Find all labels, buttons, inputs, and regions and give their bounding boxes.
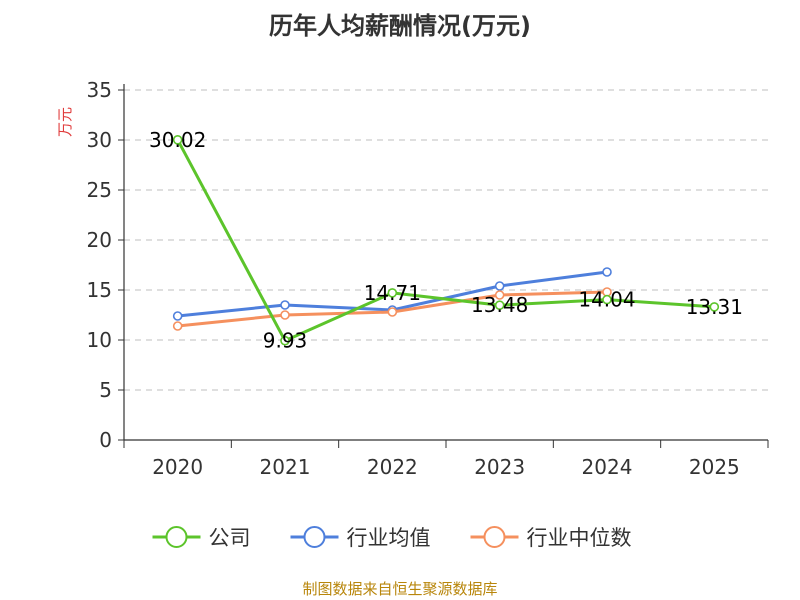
- y-tick-label: 30: [87, 128, 112, 152]
- series-line: [176, 139, 715, 343]
- data-point[interactable]: [172, 311, 183, 321]
- legend-label: 行业均值: [347, 526, 431, 550]
- legend-item[interactable]: 行业中位数: [470, 526, 632, 550]
- legend-label: 公司: [209, 526, 251, 550]
- y-tick-label: 35: [87, 78, 112, 102]
- data-point[interactable]: [494, 281, 505, 291]
- series-layer: [172, 135, 720, 346]
- data-point[interactable]: [280, 300, 290, 310]
- data-label: 9.93: [263, 329, 308, 353]
- data-point[interactable]: [602, 294, 612, 305]
- x-tick-label: 2021: [260, 455, 311, 479]
- y-tick-label: 15: [87, 278, 112, 302]
- data-point[interactable]: [280, 310, 290, 320]
- data-point[interactable]: [709, 302, 720, 312]
- data-label: 13.31: [686, 295, 743, 319]
- y-tick-label: 20: [87, 228, 112, 252]
- legend-marker: [165, 526, 188, 548]
- x-tick-label: 2025: [689, 455, 740, 479]
- y-tick-label: 0: [99, 428, 112, 452]
- legend-marker: [483, 526, 506, 548]
- legend-marker: [303, 526, 326, 548]
- x-tick-label: 2023: [474, 455, 525, 479]
- data-label: 30.02: [149, 128, 206, 152]
- data-point[interactable]: [387, 307, 398, 317]
- legend-item[interactable]: 公司: [152, 526, 251, 550]
- data-label: 14.71: [364, 281, 421, 305]
- source-note: 制图数据来自恒生聚源数据库: [302, 580, 497, 598]
- y-axis-label: 万元: [56, 107, 74, 137]
- data-point[interactable]: [387, 288, 398, 298]
- legend[interactable]: 公司 行业均值 行业中位数: [152, 526, 632, 550]
- data-point[interactable]: [494, 290, 505, 300]
- data-point[interactable]: [602, 267, 612, 277]
- x-tick-label: 2020: [152, 455, 203, 479]
- data-label: 14.04: [578, 288, 635, 312]
- x-tick-label: 2024: [582, 455, 633, 479]
- x-tick-label: 2022: [367, 455, 418, 479]
- data-point[interactable]: [494, 300, 505, 311]
- legend-label: 行业中位数: [527, 526, 632, 550]
- data-labels: 30.02 9.93 14.71 13.48 14.04 13.31: [149, 128, 743, 353]
- y-tick-label: 10: [87, 328, 112, 352]
- data-point[interactable]: [280, 335, 290, 346]
- data-point[interactable]: [172, 321, 183, 331]
- data-label: 13.48: [471, 293, 528, 317]
- y-tick-label: 5: [99, 378, 112, 402]
- y-tick-label: 25: [87, 178, 112, 202]
- gridlines: [124, 89, 768, 391]
- data-point[interactable]: [172, 135, 183, 145]
- legend-item[interactable]: 行业均值: [290, 526, 431, 550]
- chart-title: 历年人均薪酬情况(万元): [269, 12, 531, 40]
